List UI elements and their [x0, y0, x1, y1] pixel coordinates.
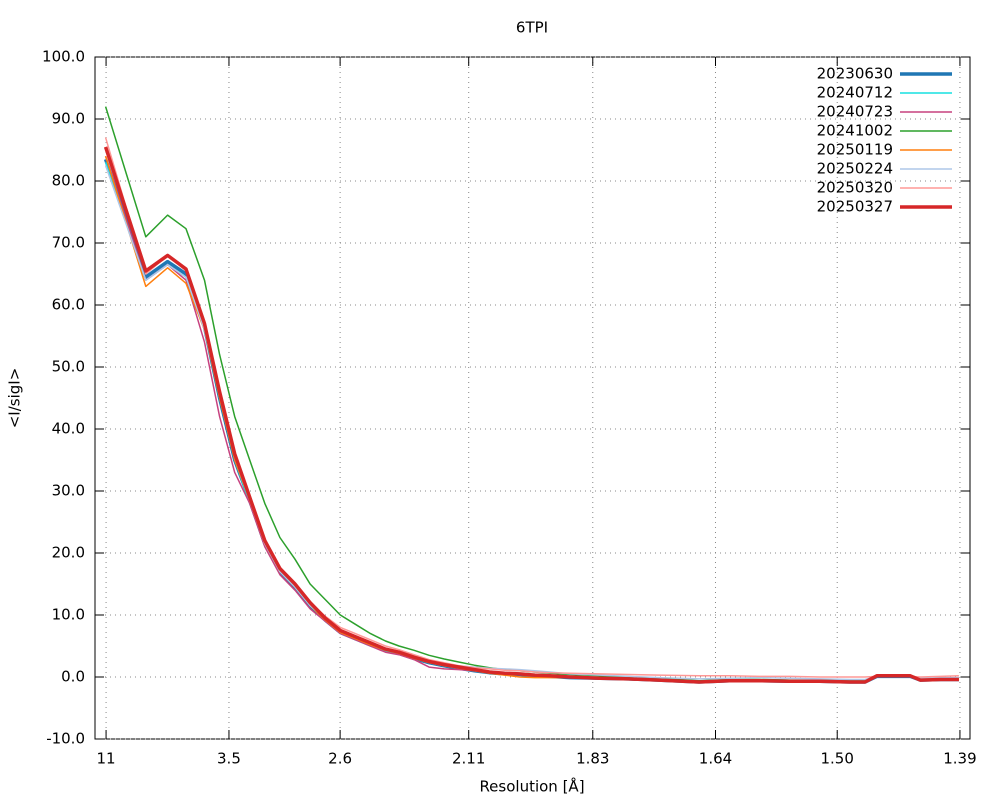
y-tick-label: 90.0: [52, 110, 85, 128]
series-line: [103, 158, 959, 684]
legend-label: 20241002: [817, 122, 893, 140]
y-tick-label: 50.0: [52, 358, 85, 376]
legend-label: 20250320: [817, 179, 893, 197]
plot-frame: [94, 56, 971, 740]
legend-label: 20250224: [817, 160, 893, 178]
y-tick-label: 20.0: [52, 544, 85, 562]
y-tick-label: 40.0: [52, 420, 85, 438]
legend-label: 20230630: [817, 65, 893, 83]
series-line: [104, 155, 959, 683]
series-line: [103, 146, 959, 684]
x-tick-label: 1.83: [576, 750, 609, 768]
x-tick-label: 2.11: [452, 750, 485, 768]
legend-label: 20250119: [817, 141, 893, 159]
y-tick-label: 10.0: [52, 606, 85, 624]
y-tick-label: 80.0: [52, 172, 85, 190]
y-tick-label: 60.0: [52, 296, 85, 314]
y-tick-label: 100.0: [42, 48, 85, 66]
y-axis-label: <I/sigI>: [6, 368, 24, 429]
series-line: [104, 155, 959, 683]
x-tick-label: 1.39: [943, 750, 976, 768]
legend-label: 20250327: [817, 198, 893, 216]
x-axis-label: Resolution [Å]: [479, 777, 584, 796]
y-tick-label: 70.0: [52, 234, 85, 252]
series-line: [104, 137, 959, 678]
x-tick-label: 2.6: [328, 750, 352, 768]
chart-title: 6TPI: [516, 19, 548, 37]
x-tick-label: 3.5: [217, 750, 241, 768]
legend-label: 20240712: [817, 84, 893, 102]
x-tick-label: 1.64: [699, 750, 732, 768]
legend-label: 20240723: [817, 103, 893, 121]
series-line: [104, 162, 959, 683]
x-tick-label: 1.50: [821, 750, 854, 768]
y-tick-label: 0.0: [61, 668, 85, 686]
y-tick-label: -10.0: [46, 730, 85, 748]
y-tick-label: 30.0: [52, 482, 85, 500]
x-tick-label: 11: [97, 750, 116, 768]
